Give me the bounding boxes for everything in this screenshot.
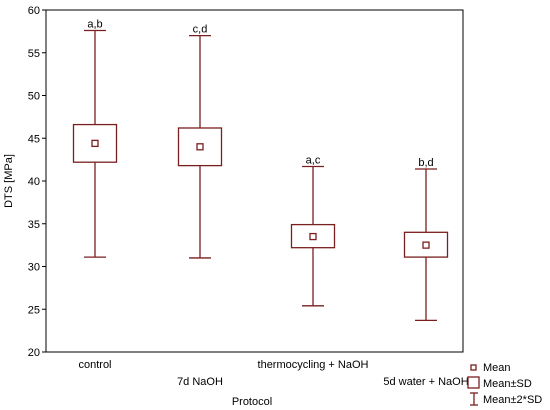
significance-annotation: a,c [306,154,321,166]
y-axis: 20 25 30 35 40 45 50 55 60 [28,5,46,359]
legend-mean-label: Mean [483,362,511,374]
y-axis-title: DTS [MPa] [3,154,15,208]
legend-mean-marker [470,364,477,371]
y-tick-label: 40 [28,176,40,188]
significance-annotation: b,d [418,157,433,169]
y-tick-label: 60 [28,5,40,17]
y-tick-label: 20 [28,347,40,359]
mean-marker [91,139,99,148]
y-tick-label: 50 [28,91,40,103]
x-category-label: 5d water + NaOH [383,376,468,388]
mean-marker [422,241,430,249]
x-category-label: 7d NaOH [177,376,223,388]
plot-area [45,9,464,353]
mean-marker [196,143,204,151]
x-category-label: control [78,359,111,371]
box-group: a,b [72,19,118,258]
y-tick-label: 35 [28,219,40,231]
box-group: a,c [290,154,336,307]
legend-sd2-marker [470,392,478,406]
y-tick-label: 25 [28,304,40,316]
legend-sd-label: Mean±SD [483,378,532,390]
significance-annotation: c,d [193,24,208,36]
mean-marker [309,232,317,241]
significance-annotation: a,b [87,19,102,31]
x-axis-title: Protocol [232,396,272,408]
box-groups: a,b c,d a,c b,d [72,19,449,322]
y-tick-label: 55 [28,48,40,60]
y-tick-label: 30 [28,262,40,274]
legend-sd2-label: Mean±2*SD [483,394,542,406]
x-category-label: thermocycling + NaOH [258,359,369,371]
x-axis-labels: control 7d NaOH thermocycling + NaOH 5d wat… [78,359,468,388]
legend-sd-marker [467,376,480,389]
y-tick-label: 45 [28,133,40,145]
legend: Mean Mean±SD Mean±2*SD [467,362,542,406]
box-group: c,d [177,24,223,259]
box-group: b,d [403,157,449,322]
